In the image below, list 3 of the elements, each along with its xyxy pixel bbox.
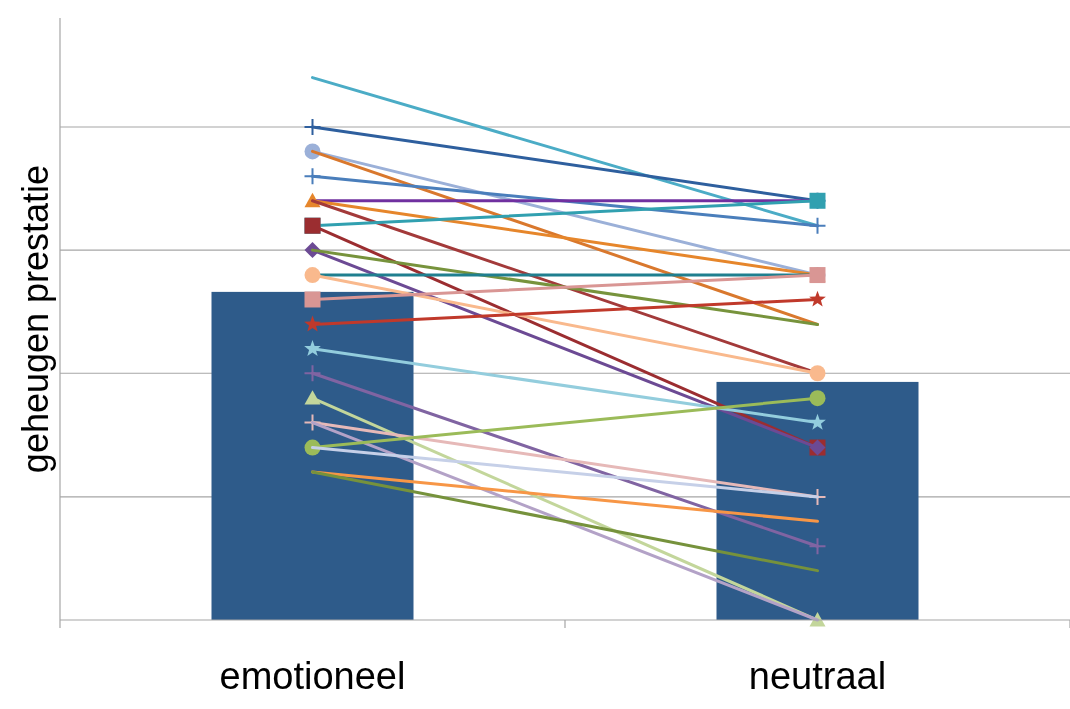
y-axis-title: geheugen prestatie [15, 164, 56, 474]
x-tick-label: emotioneel [219, 655, 406, 697]
x-tick-label: neutraal [748, 655, 887, 697]
